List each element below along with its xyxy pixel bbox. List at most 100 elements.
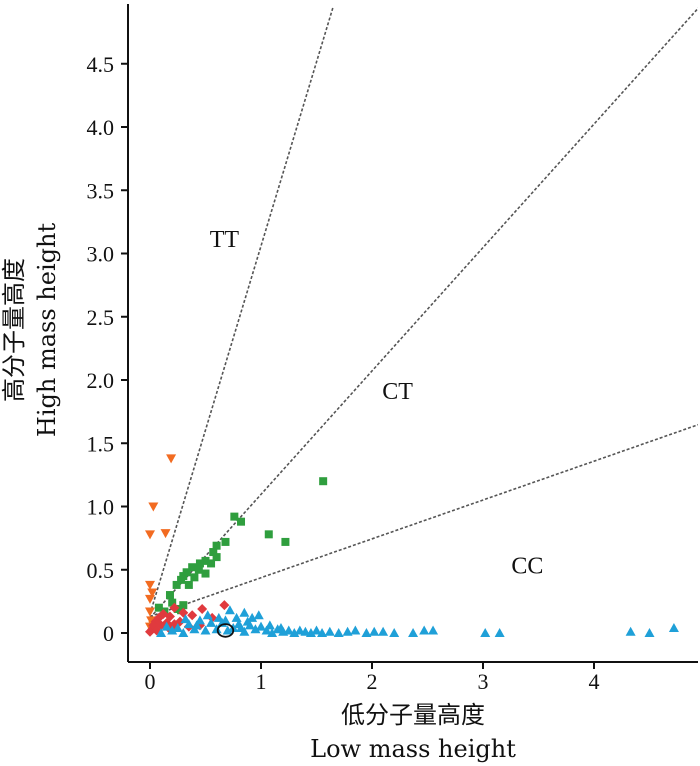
point-triangle-up-53 xyxy=(264,620,275,630)
region-label-tt: TT xyxy=(210,227,240,253)
x-tick-label-4: 4 xyxy=(589,669,600,694)
point-triangle-up-20 xyxy=(294,625,305,635)
point-triangle-up-27 xyxy=(256,621,266,631)
point-square-3 xyxy=(264,530,273,539)
boundary-line-ct xyxy=(149,7,698,619)
point-triangle-down-3 xyxy=(160,529,171,539)
point-square-0 xyxy=(319,477,328,486)
point-triangle-down-0 xyxy=(166,454,177,464)
point-square-7 xyxy=(209,548,218,557)
point-triangle-up-57 xyxy=(275,622,286,632)
y-tick-label-4: 2.0 xyxy=(87,368,115,393)
point-triangle-up-44 xyxy=(172,622,183,632)
point-triangle-down-2 xyxy=(145,530,155,540)
region-labels: TT CT CC xyxy=(210,227,544,579)
point-triangle-down-6 xyxy=(145,594,155,604)
axes xyxy=(127,4,698,663)
point-square-2 xyxy=(237,517,246,526)
y-tick-label-2: 1.0 xyxy=(87,495,115,520)
point-square-1 xyxy=(230,512,239,521)
point-triangle-up-15 xyxy=(324,626,335,636)
point-triangle-up-54 xyxy=(202,610,213,620)
point-triangle-up-7 xyxy=(408,628,419,637)
point-square-10 xyxy=(207,559,216,568)
point-triangle-up-28 xyxy=(250,624,261,634)
point-triangle-up-21 xyxy=(289,628,300,637)
x-tick-label-0: 0 xyxy=(145,669,156,694)
point-triangle-up-33 xyxy=(224,605,235,615)
x-tick-label-1: 1 xyxy=(256,669,267,694)
point-triangle-up-9 xyxy=(378,626,389,636)
point-triangle-up-46 xyxy=(161,621,172,631)
point-triangle-up-17 xyxy=(311,625,322,635)
point-triangle-up-52 xyxy=(242,616,253,626)
x-tick-label-3: 3 xyxy=(478,669,489,694)
point-square-14 xyxy=(201,569,210,578)
point-triangle-up-13 xyxy=(342,626,353,636)
point-triangle-up-2 xyxy=(625,626,636,636)
point-square-12 xyxy=(188,563,197,572)
point-square-18 xyxy=(177,575,186,584)
y-tick-label-8: 4.0 xyxy=(87,115,115,140)
point-triangle-up-8 xyxy=(389,628,400,637)
point-triangle-up-35 xyxy=(247,612,258,622)
point-diamond-5 xyxy=(169,602,180,613)
point-square-8 xyxy=(212,553,221,562)
point-triangle-up-34 xyxy=(239,607,250,617)
point-diamond-18 xyxy=(145,626,155,637)
point-square-5 xyxy=(212,541,221,550)
reference-circle xyxy=(216,623,235,638)
point-square-19 xyxy=(172,580,181,589)
point-triangle-up-43 xyxy=(178,628,189,637)
axis-ticks: 0 1 2 3 4 0 0.5 1.0 1.5 2.0 2.5 3.0 3.5 4.0 4.5 xyxy=(87,52,600,694)
point-square-22 xyxy=(168,598,177,607)
point-triangle-up-11 xyxy=(361,628,372,637)
x-axis-title-cn: 低分子量高度 xyxy=(341,701,485,729)
point-triangle-up-51 xyxy=(231,612,242,622)
data-points xyxy=(145,454,679,637)
y-tick-label-7: 3.5 xyxy=(87,178,115,203)
y-tick-label-5: 2.5 xyxy=(87,305,115,330)
point-triangle-down-7 xyxy=(145,607,155,617)
point-triangle-up-3 xyxy=(494,628,505,637)
point-triangle-up-48 xyxy=(222,625,233,635)
point-square-4 xyxy=(281,537,290,546)
point-triangle-up-5 xyxy=(428,625,439,635)
point-triangle-up-26 xyxy=(261,625,272,635)
point-square-13 xyxy=(194,565,203,574)
point-square-6 xyxy=(221,537,230,546)
boundary-lines xyxy=(149,6,698,619)
point-triangle-up-14 xyxy=(333,628,344,637)
point-triangle-up-47 xyxy=(156,628,167,637)
point-triangle-up-45 xyxy=(167,625,178,635)
point-triangle-up-10 xyxy=(369,626,380,636)
point-triangle-up-36 xyxy=(253,610,264,620)
point-triangle-up-25 xyxy=(267,628,278,637)
boundary-line-tt xyxy=(149,6,334,615)
point-square-17 xyxy=(190,573,199,582)
y-tick-label-3: 1.5 xyxy=(87,431,115,456)
point-triangle-down-4 xyxy=(145,580,155,590)
point-triangle-up-12 xyxy=(350,625,361,635)
x-tick-label-2: 2 xyxy=(367,669,378,694)
point-triangle-up-38 xyxy=(206,617,217,627)
x-axis-title-en: Low mass height xyxy=(310,735,516,763)
point-triangle-up-16 xyxy=(317,628,328,637)
point-triangle-up-56 xyxy=(180,614,191,624)
point-triangle-down-1 xyxy=(148,502,159,512)
point-diamond-3 xyxy=(187,610,198,621)
region-label-cc: CC xyxy=(511,554,543,580)
point-triangle-up-6 xyxy=(419,625,430,635)
reference-circle-layer xyxy=(216,623,235,638)
point-triangle-up-0 xyxy=(668,622,679,632)
point-triangle-up-58 xyxy=(220,615,231,625)
point-diamond-0 xyxy=(219,600,230,611)
region-label-ct: CT xyxy=(382,379,413,405)
y-tick-label-9: 4.5 xyxy=(87,52,115,77)
point-triangle-up-4 xyxy=(480,628,491,637)
point-triangle-up-55 xyxy=(191,620,202,630)
y-tick-label-6: 3.0 xyxy=(87,242,115,267)
point-triangle-up-39 xyxy=(200,625,211,635)
point-triangle-up-42 xyxy=(183,619,194,629)
boundary-line-cc xyxy=(149,423,698,618)
